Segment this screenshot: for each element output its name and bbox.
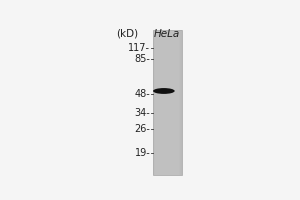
Bar [179,30,180,175]
Text: 48-: 48- [134,89,150,99]
Bar [154,30,155,175]
Text: 26-: 26- [134,124,150,134]
Ellipse shape [153,88,175,94]
Bar [180,30,181,175]
Text: 34-: 34- [134,108,150,118]
Text: 19-: 19- [134,148,150,158]
Text: (kD): (kD) [116,29,139,39]
Bar [181,30,182,175]
Text: 117-: 117- [128,43,150,53]
Bar [153,30,182,175]
Text: 85-: 85- [134,54,150,64]
Bar [153,30,154,175]
Text: HeLa: HeLa [153,29,180,39]
